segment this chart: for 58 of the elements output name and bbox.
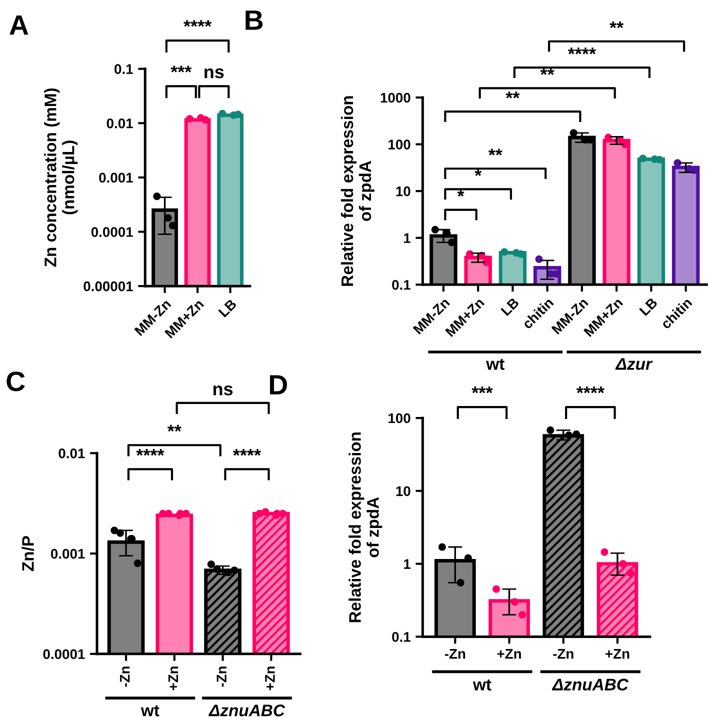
y-axis-title: Relative fold expression of zpdA (348, 432, 382, 622)
text: wt (472, 679, 492, 690)
annotation: * (457, 190, 464, 197)
x-tick-label: -Zn (553, 649, 574, 659)
text: **** (568, 48, 596, 54)
chart-title: B (246, 10, 263, 30)
y-tick-label: 1 (404, 559, 410, 569)
chart-title: D (270, 375, 288, 394)
y-axis-title: Zn concentration (mM) (nmol/µL) (44, 88, 78, 267)
annotation: * (474, 169, 482, 176)
annotation: **** (136, 449, 164, 456)
y-tick-label: 0.01 (58, 448, 85, 458)
annotation: ** (506, 92, 520, 98)
x-tick-label: +Zn (265, 666, 275, 690)
y-tick-label: 10 (396, 186, 410, 196)
x-tick-label: LB (639, 297, 658, 316)
y-tick-label: 0.0001 (43, 649, 85, 660)
x-tick-label: +Zn (606, 649, 630, 659)
text: wt (486, 358, 504, 370)
y-tick-label: 0.001 (50, 548, 85, 559)
y-tick-label: 1 (404, 233, 410, 243)
y-tick-label: 0.01 (106, 118, 133, 128)
x-tick-label: +Zn (168, 666, 178, 690)
y-tick-label: 100 (388, 140, 410, 150)
text: ** (610, 21, 624, 28)
x-tick-label: -Zn (120, 666, 130, 687)
text: ns (213, 385, 233, 396)
x-tick-label: -Zn (444, 649, 466, 659)
text: wt (140, 705, 160, 716)
x-tick-label: LB (500, 297, 520, 316)
text: ** (167, 424, 182, 432)
text: ** (540, 68, 554, 75)
annotation: ** (488, 148, 502, 156)
y-axis-title: Zn/P (22, 536, 34, 572)
annotation: ns (204, 68, 224, 78)
y-tick-label: 0.001 (99, 172, 133, 183)
y-tick-label: 0.1 (392, 632, 410, 642)
chart-title: C (6, 372, 25, 392)
text: ΔznuABC (552, 678, 629, 690)
y-tick-label: 0.0001 (91, 227, 133, 237)
y-tick-label: 100 (388, 413, 410, 424)
y-tick-label: 0.1 (114, 64, 133, 74)
x-tick-label: LB (218, 298, 237, 318)
y-axis-title: Relative fold expression of zpdA (340, 96, 374, 286)
annotation: *** (170, 66, 192, 72)
y-tick-label: 10 (396, 486, 410, 496)
y-tick-label: 0.00001 (84, 281, 133, 292)
text: *** (472, 386, 493, 394)
x-tick-label: -Zn (216, 666, 226, 687)
annotation: **** (232, 449, 262, 456)
y-tick-label: 0.1 (392, 280, 410, 290)
x-tick-label: +Zn (497, 649, 521, 659)
text: **** (576, 386, 604, 394)
chart-title: A (10, 16, 28, 35)
text: ΔznuABC (208, 704, 286, 716)
y-tick-label: 1000 (380, 92, 410, 103)
text: **** (184, 20, 212, 27)
text: Δzur (615, 358, 653, 370)
